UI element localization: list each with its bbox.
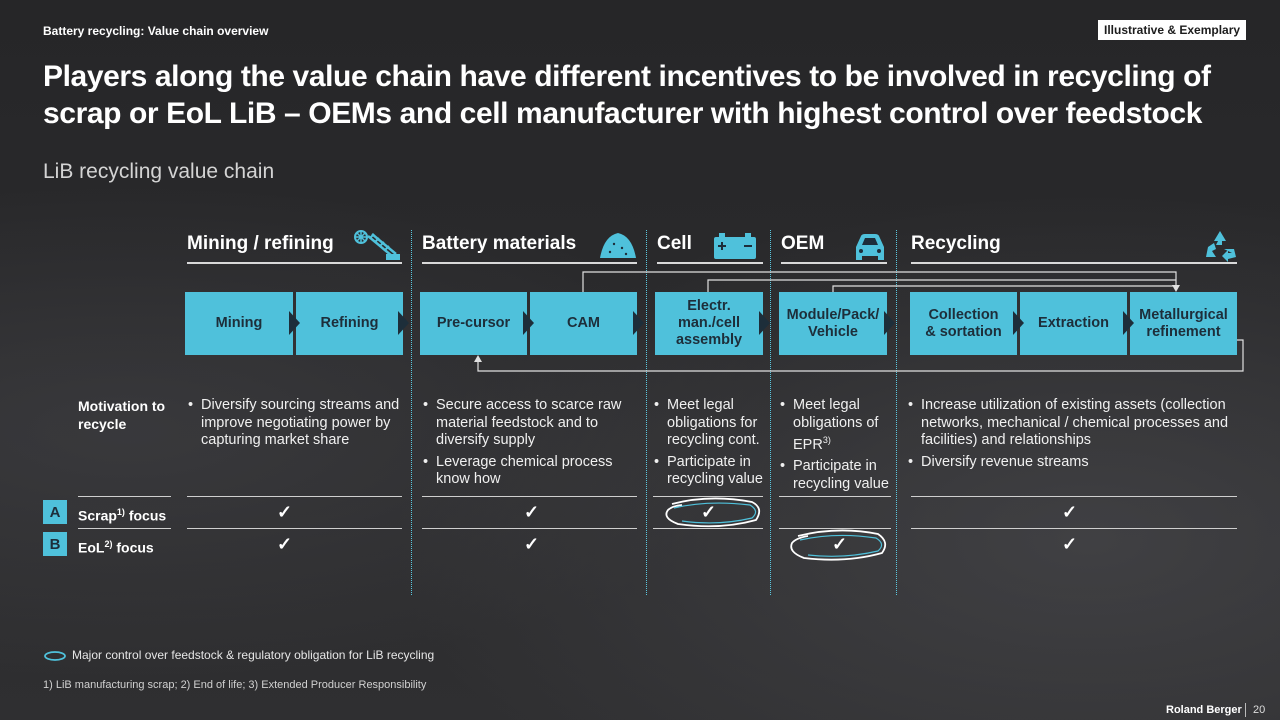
step-cam: CAM: [530, 292, 637, 355]
motivation-oem: Meet legal obligations of EPR3) Particip…: [779, 397, 891, 497]
row-separator: [653, 528, 763, 529]
section-underline: [422, 262, 637, 264]
car-icon: [856, 234, 884, 260]
legend-text: Major control over feedstock & regulator…: [72, 648, 435, 662]
motivation-materials: Secure access to scarce raw material fee…: [422, 397, 637, 493]
step-extraction: Extraction: [1020, 292, 1127, 355]
section-title-recycling: Recycling: [911, 233, 1001, 254]
row-separator: [78, 496, 171, 497]
row-separator: [422, 528, 637, 529]
column-divider: [646, 230, 647, 595]
check-icon: ✓: [701, 502, 717, 522]
row-letter-b: B: [43, 532, 67, 556]
page-title: Players along the value chain have diffe…: [43, 60, 1211, 130]
highlight-ellipse-icon: [665, 497, 761, 528]
section-title-cell: Cell: [657, 233, 692, 254]
motivation-cell: Meet legal obligations for recycling con…: [653, 397, 767, 493]
row-separator: [422, 496, 637, 497]
step-precursor: Pre-cursor: [420, 292, 527, 355]
flow-arrow: [289, 311, 300, 335]
bullet: Secure access to scarce raw material fee…: [423, 397, 637, 450]
row-separator: [187, 528, 402, 529]
flow-arrow: [759, 311, 770, 335]
flow-arrow: [1013, 311, 1024, 335]
scrap-focus-label: Scrap1) focus: [78, 507, 167, 524]
legend-ellipse-icon: [44, 651, 66, 661]
section-title-mining-refining: Mining / refining: [187, 233, 334, 254]
bullet: Meet legal obligations for recycling con…: [654, 397, 767, 450]
flow-arrow: [633, 311, 644, 335]
bullet: Diversify sourcing streams and improve n…: [188, 397, 405, 450]
check-icon: ✓: [277, 502, 293, 522]
bullet: Increase utilization of existing assets …: [908, 397, 1232, 450]
flow-arrow: [398, 311, 409, 335]
check-icon: ✓: [524, 534, 540, 554]
bullet: Leverage chemical process know how: [423, 454, 637, 489]
bullet: Diversify revenue streams: [908, 454, 1232, 472]
row-separator: [187, 496, 402, 497]
motivation-label: Motivation to recycle: [78, 398, 166, 432]
step-collection: Collection & sortation: [910, 292, 1017, 355]
page-subtitle: LiB recycling value chain: [43, 160, 275, 183]
bullet: Participate in recycling value: [654, 454, 767, 489]
step-refining: Refining: [296, 292, 403, 355]
step-metallurgical: Metallurgical refinement: [1130, 292, 1237, 355]
column-divider: [896, 230, 897, 595]
motivation-mining: Diversify sourcing streams and improve n…: [187, 397, 405, 454]
check-icon: ✓: [524, 502, 540, 522]
check-icon: ✓: [277, 534, 293, 554]
bullet: Meet legal obligations of EPR3): [780, 397, 891, 454]
section-underline: [781, 262, 887, 264]
bullet: Participate in recycling value: [780, 458, 891, 493]
section-title-oem: OEM: [781, 233, 825, 254]
row-separator: [911, 496, 1237, 497]
step-cell-assembly: Electr. man./cell assembly: [655, 292, 763, 355]
section-underline: [657, 262, 763, 264]
illustrative-badge: Illustrative & Exemplary: [1098, 20, 1247, 40]
check-icon: ✓: [1062, 502, 1078, 522]
brand-logo: Roland Berger: [1166, 704, 1242, 716]
section-underline: [911, 262, 1237, 264]
eol-focus-label: EoL2) focus: [78, 539, 154, 556]
row-letter-a: A: [43, 500, 67, 524]
row-separator: [779, 528, 891, 529]
motivation-recycling: Increase utilization of existing assets …: [907, 397, 1232, 475]
flow-arrow: [884, 311, 895, 335]
row-separator: [653, 496, 763, 497]
row-separator: [911, 528, 1237, 529]
page-number: 20: [1253, 704, 1266, 716]
row-separator: [78, 528, 171, 529]
material-pile-icon: [600, 233, 636, 258]
excavator-icon: [354, 230, 400, 260]
step-mining: Mining: [185, 292, 293, 355]
slide-topic: Battery recycling: Value chain overview: [43, 24, 269, 38]
footnote: 1) LiB manufacturing scrap; 2) End of li…: [43, 679, 427, 691]
flow-arrow: [523, 311, 534, 335]
row-separator: [779, 496, 891, 497]
column-divider: [770, 230, 771, 595]
step-oem-module: Module/Pack/Vehicle: [779, 292, 887, 355]
recycle-icon: [1206, 231, 1236, 262]
footer-divider: [1245, 703, 1246, 717]
battery-icon: [714, 233, 756, 259]
highlight-ellipse-icon: [790, 529, 887, 561]
check-icon: ✓: [1062, 534, 1078, 554]
section-title-battery-materials: Battery materials: [422, 233, 577, 254]
section-underline: [187, 262, 402, 264]
flow-arrow: [1123, 311, 1134, 335]
check-icon: ✓: [832, 534, 848, 554]
column-divider: [411, 230, 412, 595]
